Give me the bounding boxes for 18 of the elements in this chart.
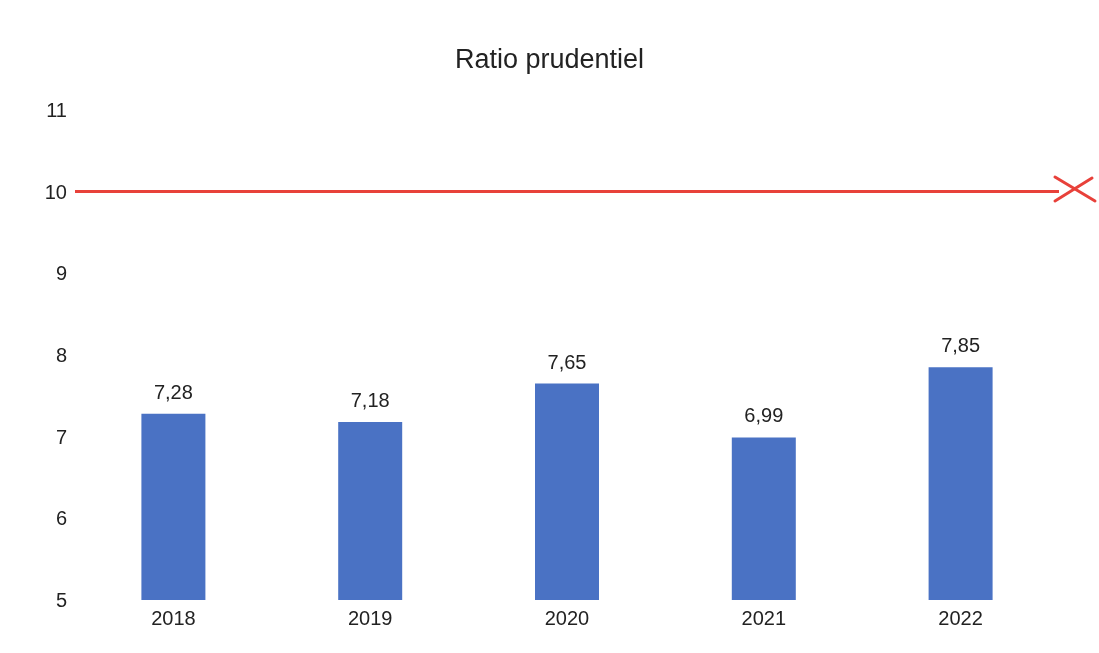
y-tick-label: 11 xyxy=(46,99,67,121)
data-label: 6,99 xyxy=(744,404,784,427)
y-tick-label: 5 xyxy=(55,589,67,611)
y-tick-label: 8 xyxy=(55,344,67,366)
x-tick-label: 2020 xyxy=(544,607,590,629)
y-tick-label: 7 xyxy=(55,425,67,448)
data-label: 7,85 xyxy=(941,334,981,357)
x-tick-label: 2021 xyxy=(741,607,787,629)
data-label: 7,18 xyxy=(350,388,390,411)
chart-title: Ratio prudentiel xyxy=(454,43,645,74)
x-tick-label: 2019 xyxy=(347,607,393,629)
y-tick-label: 9 xyxy=(55,262,67,285)
data-label: 7,28 xyxy=(153,380,193,403)
y-tick-label: 6 xyxy=(55,507,67,530)
data-label: 7,65 xyxy=(547,350,587,373)
x-tick-label: 2022 xyxy=(938,607,983,629)
y-tick-label: 10 xyxy=(44,180,67,203)
x-tick-label: 2018 xyxy=(151,607,196,629)
